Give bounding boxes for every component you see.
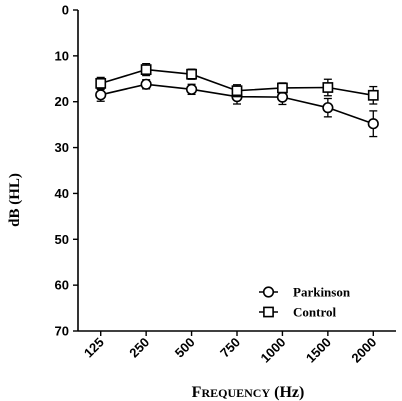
x-tick-label: 1500	[303, 335, 334, 366]
legend-label: Control	[293, 305, 336, 320]
x-tick-label: 750	[217, 335, 243, 361]
y-tick-label: 50	[55, 232, 69, 247]
x-tick-label: 1000	[257, 335, 288, 366]
data-point	[367, 89, 379, 101]
axes	[77, 10, 396, 332]
y-tick-label: 30	[55, 140, 69, 155]
data-point	[277, 82, 288, 94]
x-tick-label: 125	[81, 335, 107, 361]
y-tick-label: 40	[55, 186, 69, 201]
x-tick-label: 2000	[348, 335, 379, 366]
x-axis-title-unit: (Hz)	[270, 384, 304, 401]
x-axis-title: FREQUENCY (Hz)	[192, 384, 305, 401]
legend-marker	[262, 286, 275, 298]
data-point	[140, 64, 152, 76]
legend-item-control: Control	[259, 305, 336, 320]
data-point	[186, 68, 197, 80]
data-point	[95, 77, 107, 89]
legend-item-parkinson: Parkinson	[259, 285, 351, 300]
data-point	[140, 78, 152, 90]
y-tick-label: 20	[55, 94, 69, 109]
x-axis-title-rest: REQUENCY	[201, 386, 270, 400]
legend: Parkinson Control	[259, 285, 351, 320]
y-tick-label: 10	[55, 48, 69, 63]
legend-label: Parkinson	[293, 285, 351, 300]
x-tick-label: 250	[126, 335, 152, 361]
y-tick-label: 60	[55, 278, 69, 293]
x-tick-label: 500	[172, 335, 198, 361]
legend-marker	[263, 306, 274, 318]
y-tick-label: 0	[62, 3, 69, 18]
y-axis-title: dB (HL)	[7, 173, 23, 227]
data-point	[185, 83, 198, 95]
series-control	[95, 63, 379, 105]
x-axis-title-lead: F	[192, 384, 202, 401]
data-point	[322, 102, 334, 114]
data-point	[95, 89, 107, 101]
data-point	[231, 85, 243, 97]
data-point	[276, 91, 289, 103]
data-point	[367, 118, 379, 130]
data-point	[322, 82, 334, 93]
y-tick-label: 70	[55, 324, 69, 339]
series-layer	[95, 63, 379, 138]
